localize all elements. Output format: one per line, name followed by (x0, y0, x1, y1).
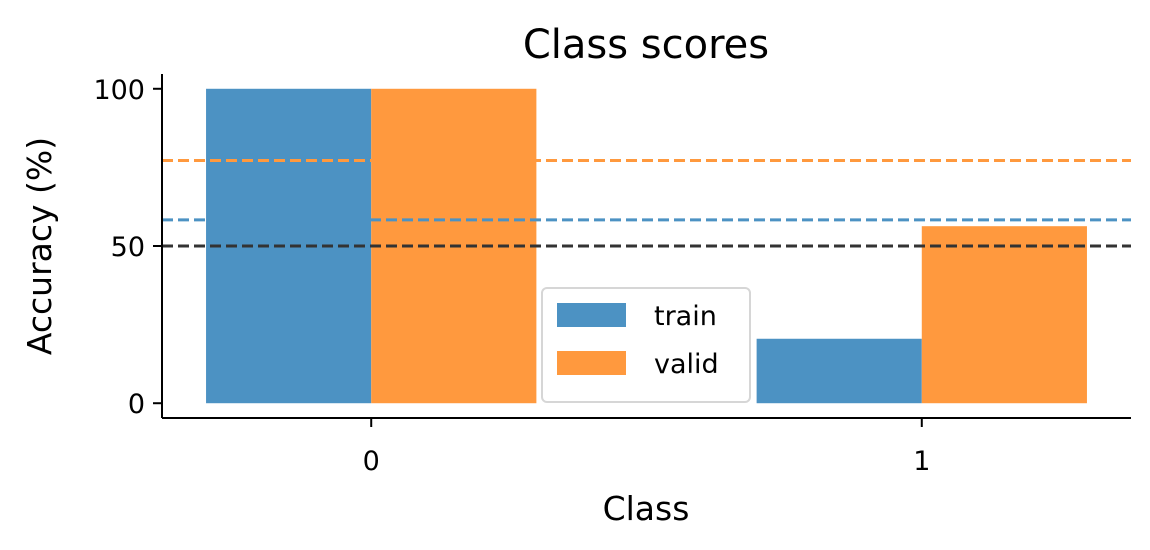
legend: train valid (541, 287, 751, 403)
plot-area (162, 88, 1131, 404)
legend-swatch-train (557, 303, 626, 327)
legend-label-valid: valid (654, 349, 719, 380)
bar-train-1 (756, 338, 922, 404)
y-tick-label: 0 (128, 389, 145, 420)
y-axis-label: Accuracy (%) (20, 137, 59, 355)
x-axis-label: Class (603, 489, 690, 528)
x-tick-label: 0 (363, 446, 380, 477)
x-tick-label: 1 (913, 446, 930, 477)
y-tick-label: 50 (111, 232, 145, 263)
bar-valid-1 (921, 226, 1087, 404)
axis-ticks: 0 50 100 0 1 (93, 75, 930, 477)
legend-swatch-valid (557, 351, 626, 375)
y-tick-label: 100 (93, 75, 145, 106)
chart-title: Class scores (523, 22, 769, 68)
legend-label-train: train (654, 301, 717, 332)
